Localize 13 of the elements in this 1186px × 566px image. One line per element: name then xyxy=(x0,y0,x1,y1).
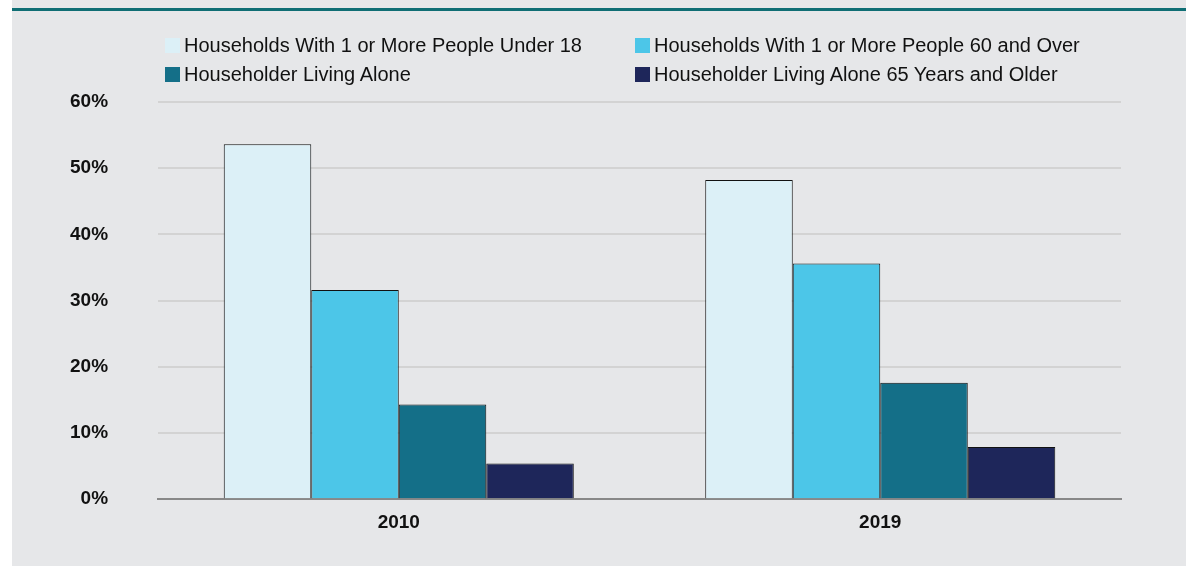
y-tick-label: 10% xyxy=(70,421,109,443)
y-tick-label: 0% xyxy=(80,487,109,509)
legend-label: Households With 1 or More People 60 and Over xyxy=(654,34,1080,57)
legend-label: Householder Living Alone xyxy=(184,63,411,86)
x-tick-label: 2019 xyxy=(859,510,902,532)
legend-label: Householder Living Alone 65 Years and Older xyxy=(654,63,1058,86)
legend-label: Households With 1 or More People Under 18 xyxy=(184,34,582,57)
y-tick-label: 60% xyxy=(70,90,109,112)
y-tick-label: 30% xyxy=(70,288,109,310)
y-tick-label: 40% xyxy=(70,222,109,244)
x-tick-label: 2010 xyxy=(377,510,420,532)
y-tick-label: 50% xyxy=(70,156,109,178)
y-tick-label: 20% xyxy=(70,355,109,377)
